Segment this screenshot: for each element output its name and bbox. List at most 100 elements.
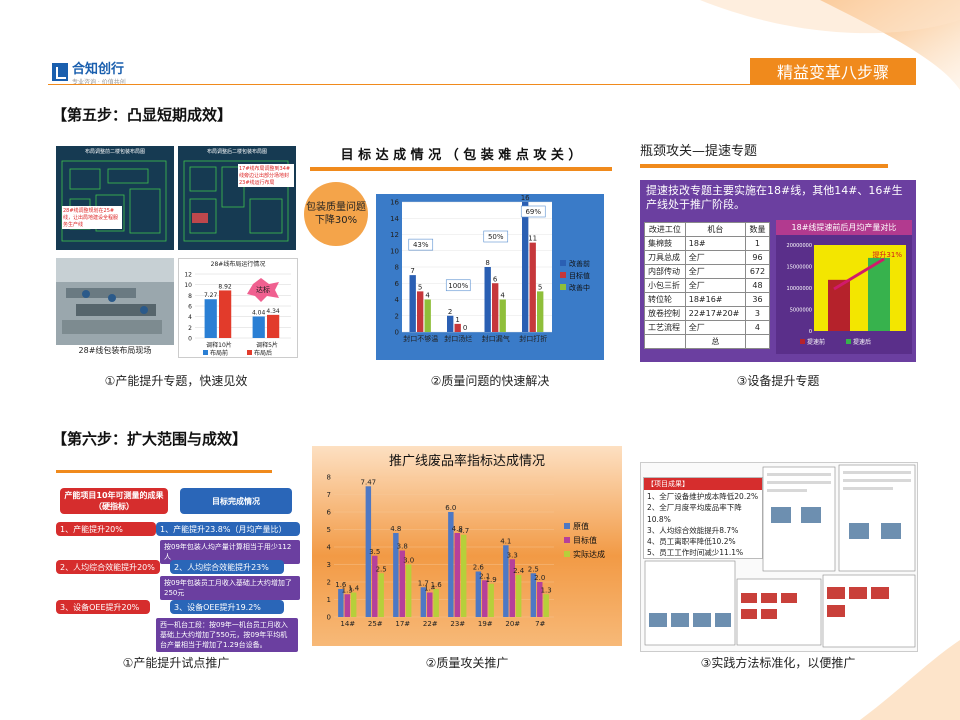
legend-swatch [564, 551, 570, 557]
y-tick-label: 5000000 [790, 308, 812, 314]
data-label: 1.9 [486, 576, 497, 584]
table-cell: 全厂 [684, 278, 746, 293]
table-row: 内部传动 全厂 672 [644, 264, 771, 279]
x-tick-label: 7# [535, 620, 545, 628]
y-tick-label: 0 [395, 329, 399, 337]
result-note: 西一机台工段：按09年一机台员工月收入基础上大约增加了550元，按09年平均机台… [156, 618, 298, 652]
y-tick-label: 8 [327, 474, 331, 482]
table-cell: 全厂 [684, 250, 746, 265]
bar [488, 583, 494, 617]
bar [399, 550, 405, 617]
speed-table: 改进工位 机台 数量 集棉鼓 18# 1 刀具总成 全厂 96 内部传动 全厂 672 小包… [644, 222, 771, 349]
table-cell: 1 [744, 236, 771, 251]
legend-label: 提速后 [853, 338, 871, 346]
bar [460, 534, 467, 617]
data-label: 2.6 [473, 564, 485, 572]
y-tick-label: 3 [327, 561, 331, 569]
data-label: 1.4 [424, 585, 436, 593]
percent-label: 50% [488, 233, 504, 241]
bar [454, 533, 460, 617]
legend-swatch [564, 523, 570, 529]
speed-chart-panel: 18#线提速前后月均产量对比 0 5000000 10000000 15000000 2… [776, 220, 912, 354]
brand-name: 合知创行 [72, 62, 125, 77]
bar [537, 582, 543, 617]
table-cell: 全厂 [684, 264, 746, 279]
bar [338, 589, 344, 617]
step6-title: 【第六步：扩大范围与成效】 [52, 430, 248, 448]
table-cell: 96 [744, 250, 771, 265]
bar [492, 283, 499, 332]
layout-after-image: 布局调整后二楼包装布局图 [178, 146, 296, 250]
table-cell: 刀具总成 [644, 250, 686, 265]
table-cell: 放卷控制 [644, 306, 686, 321]
y-tick-label: 16 [390, 199, 399, 207]
legend-label: 目标值 [573, 535, 597, 545]
data-label: 8 [485, 259, 489, 267]
y-tick-label: 12 [390, 231, 399, 239]
step6-caption-1: ①产能提升试点推广 [122, 656, 230, 670]
scrap-chart-title: 推广线废品率指标达成情况 [388, 454, 545, 469]
data-label: 5 [538, 283, 542, 291]
y-tick-label: 10 [390, 247, 399, 255]
x-tick-label: 封口打折 [519, 334, 547, 343]
speed-chart: 0 5000000 10000000 15000000 20000000 提升31% 提速前… [787, 243, 906, 346]
layout-after-title: 布局调整后二楼包装布局图 [206, 149, 267, 155]
x-tick-label: 23# [450, 620, 465, 628]
bar [868, 257, 890, 331]
speed-chart-title: 18#线提速前后月均产量对比 [776, 220, 912, 235]
y-tick-label: 0 [188, 336, 192, 343]
y-tick-label: 5 [327, 526, 331, 534]
data-label: 1.6 [335, 581, 347, 589]
capacity-head-right: 目标完成情况 [180, 488, 292, 514]
standardization-panel: 【项目成果】 1、全厂设备维护成本降低20.2% 2、全厂月度平均废品率下降10… [640, 462, 918, 652]
data-label: 2.1 [479, 572, 490, 580]
x-tick-label: 25# [368, 620, 383, 628]
header-divider [48, 84, 916, 85]
table-cell [644, 334, 686, 349]
percent-label: 43% [413, 241, 429, 249]
legend-swatch [800, 339, 805, 344]
table-cell: 3 [744, 306, 771, 321]
quality-title: 目 标 达 成 情 况 （ 包 装 难 点 攻 关 ） [340, 148, 582, 163]
legend-label: 提速前 [807, 338, 825, 346]
factory-photo-drawing [56, 258, 174, 334]
bar [267, 314, 280, 338]
bar [529, 242, 536, 332]
speed-table-header: 机台 [684, 222, 746, 237]
data-label: 1.3 [541, 586, 552, 594]
trend-arrow [833, 257, 885, 291]
data-label: 0 [463, 324, 467, 332]
step6-caption-2: ②质量攻关推广 [425, 656, 509, 670]
data-label: 1.3 [342, 586, 353, 594]
x-tick-label: 封口汤烂 [444, 334, 472, 343]
table-cell: 18#16# [684, 292, 746, 307]
y-tick-label: 4 [395, 296, 400, 304]
x-tick-label: 封口漏气 [482, 334, 510, 343]
legend-label: 布局前 [210, 349, 228, 356]
percent-box [445, 279, 471, 292]
table-cell: 总 [684, 334, 746, 349]
bar [530, 573, 537, 617]
bar [424, 299, 431, 332]
percent-box [408, 238, 434, 251]
bar [344, 594, 350, 617]
data-label: 4.1 [500, 537, 511, 545]
mini-chart-panel: 28#线布局运行情况 0 2 4 6 8 10 12 7.27 8.92 调释10片 4.04 4.3… [178, 258, 298, 358]
legend-swatch [846, 339, 851, 344]
bar [543, 594, 549, 617]
bar [409, 275, 416, 332]
quality-chart: 0246810121416754封口不够温210封口汤烂864封口漏气16115… [390, 194, 590, 343]
bar [350, 592, 357, 617]
speed-desc: 提速技改专题主要实施在18#线，其他14#、16#生产线处于推广阶段。 [646, 184, 903, 212]
data-label: 4.34 [266, 308, 280, 315]
bar [475, 571, 482, 617]
bar [393, 533, 399, 617]
result-note: 按09年包装员工月收入基础上大约增加了250元 [160, 576, 300, 600]
bar [219, 290, 232, 338]
x-tick-label: 调释10片 [206, 341, 232, 349]
result-item: 1、产能提升23.8%（月均产量比） [156, 522, 300, 536]
achievement-item: 3、人均综合效能提升8.7% [647, 525, 739, 535]
bar [252, 316, 265, 338]
mini-chart-title: 28#线布局运行情况 [210, 261, 266, 268]
data-label: 3.3 [507, 551, 518, 559]
